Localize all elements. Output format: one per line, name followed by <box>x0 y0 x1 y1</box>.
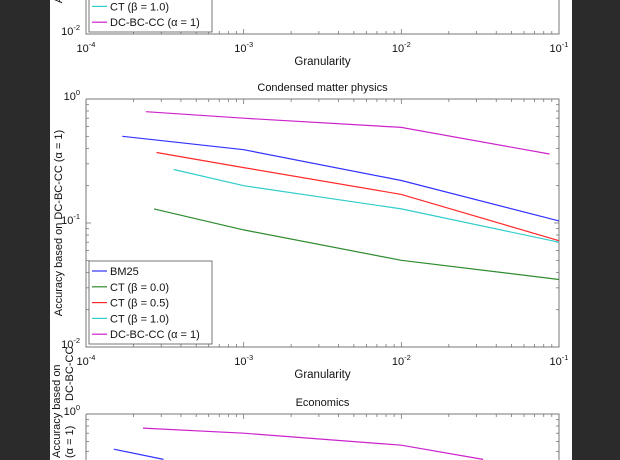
tick-label-exponent: -3 <box>246 353 253 362</box>
legend-box <box>88 260 213 345</box>
x-tick-label: 10-1 <box>550 40 569 55</box>
tick-label-exponent: -2 <box>404 353 411 362</box>
legend-label: CT (β = 1.0) <box>110 313 169 325</box>
tick-label-base: 10 <box>77 356 89 368</box>
y-tick-label: 10-1 <box>61 212 80 227</box>
y-tick-label: 100 <box>64 403 80 418</box>
tick-label-base: 10 <box>61 215 73 227</box>
legend: BM25 CT (β = 0.0) CT (β = 0.5) CT (β = 1.0)… <box>88 260 213 345</box>
legend: CT (β = 1.0) DC-BC-CC (α = 1) <box>88 0 213 33</box>
tick-label-base: 10 <box>234 356 246 368</box>
chart-title: Economics <box>296 397 350 409</box>
tick-label-base: 10 <box>392 356 404 368</box>
x-axis-label: Granularity <box>294 369 350 381</box>
axes-box <box>85 0 560 35</box>
series-line-ct0 <box>153 208 560 281</box>
legend-label: BM25 <box>110 266 139 278</box>
legend-label: DC-BC-CC (α = 1) <box>110 329 200 341</box>
axes-box <box>85 98 560 348</box>
series-line-dc <box>145 111 550 155</box>
tick-label-exponent: -1 <box>562 353 569 362</box>
x-tick-label: 10-3 <box>234 40 253 55</box>
x-tick-label: 10-4 <box>77 40 96 55</box>
tick-label-exponent: -1 <box>562 40 569 49</box>
tick-label-exponent: 0 <box>76 88 80 97</box>
chart-1: 10-410-310-210-110-2GranularityAccuracy … <box>53 0 568 68</box>
y-axis-label: Accuracy based on DC-BC-CC (α = 1) <box>51 347 76 458</box>
y-tick-label: 10-2 <box>61 336 80 351</box>
series-line-dc <box>142 427 484 460</box>
legend-box <box>88 0 213 33</box>
chart-title: Condensed matter physics <box>257 82 388 94</box>
axes-box <box>85 413 560 460</box>
tick-label-exponent: -4 <box>89 353 96 362</box>
tick-label-exponent: -1 <box>73 212 80 221</box>
tick-label-base: 10 <box>64 406 76 418</box>
y-axis-label-part: (α = 1) <box>64 426 76 458</box>
x-tick-label: 10-3 <box>234 353 253 368</box>
tick-label-base: 10 <box>64 91 76 103</box>
legend-label: CT (β = 0.0) <box>110 282 169 294</box>
y-axis-label: Accuracy based on DC-BC-CC (α = 1) <box>53 0 65 3</box>
series-line-ct05 <box>156 151 560 242</box>
y-axis-label-part: DC-BC-CC <box>64 347 76 401</box>
tick-label-exponent: -2 <box>73 23 80 32</box>
tick-label-base: 10 <box>61 339 73 351</box>
tick-label-base: 10 <box>77 43 89 55</box>
legend-label: DC-BC-CC (α = 1) <box>110 17 200 29</box>
tick-label-base: 10 <box>550 356 562 368</box>
legend-label: CT (β = 1.0) <box>110 1 169 13</box>
tick-label-base: 10 <box>392 43 404 55</box>
x-tick-label: 10-2 <box>392 40 411 55</box>
y-axis-label: Accuracy based on DC-BC-CC (α = 1) <box>53 130 65 316</box>
x-tick-label: 10-1 <box>550 353 569 368</box>
y-tick-label: 10-2 <box>61 23 80 38</box>
series-line-ct1 <box>173 168 560 243</box>
tick-label-exponent: -3 <box>246 40 253 49</box>
tick-label-base: 10 <box>234 43 246 55</box>
tick-label-exponent: -2 <box>73 336 80 345</box>
series-line-bm25 <box>122 135 560 222</box>
x-tick-label: 10-4 <box>77 353 96 368</box>
tick-label-exponent: -4 <box>89 40 96 49</box>
tick-label-base: 10 <box>61 26 73 38</box>
figure-page <box>50 0 572 460</box>
tick-label-exponent: -2 <box>404 40 411 49</box>
tick-label-base: 10 <box>550 43 562 55</box>
series-line-bm25 <box>113 448 164 460</box>
y-tick-label: 100 <box>64 88 80 103</box>
x-axis-label: Granularity <box>294 56 350 68</box>
x-tick-label: 10-2 <box>392 353 411 368</box>
axis-ticks <box>85 414 559 452</box>
legend-label: CT (β = 0.5) <box>110 298 169 310</box>
y-axis-label-part: Accuracy based on <box>51 364 63 458</box>
tick-label-exponent: 0 <box>76 403 80 412</box>
